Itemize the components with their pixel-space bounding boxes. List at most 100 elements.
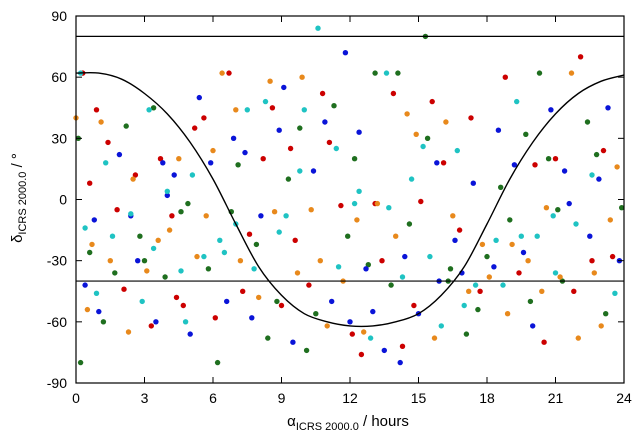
data-point-series-4 — [203, 213, 209, 219]
galactic-plane-curve — [75, 71, 625, 328]
data-point-series-4 — [354, 217, 360, 223]
data-point-series-2 — [536, 70, 543, 76]
data-point-series-5 — [408, 176, 415, 182]
data-point-series-5 — [514, 98, 520, 105]
y-tick-label: -90 — [47, 375, 67, 391]
tick-labels: 0 3 6 9 12 15 18 21 24 -90 -60 -30 0 30 60 90 — [47, 8, 632, 406]
data-point-series-4 — [607, 217, 613, 223]
data-point-series-5 — [612, 290, 618, 296]
data-point-series-1 — [429, 98, 435, 105]
data-point-series-2 — [274, 298, 280, 305]
data-point-series-5 — [301, 107, 307, 113]
data-point-series-3 — [160, 160, 166, 166]
data-point-series-2 — [87, 249, 93, 256]
data-point-series-1 — [516, 270, 522, 276]
data-point-series-4 — [450, 213, 456, 219]
data-point-series-5 — [128, 211, 134, 217]
data-point-series-3 — [230, 135, 237, 141]
data-point-series-4 — [504, 311, 511, 317]
data-point-series-3 — [370, 308, 376, 315]
data-point-series-5 — [103, 160, 109, 166]
y-axis-label: δICRS 2000.0 / ° — [9, 153, 29, 243]
data-point-series-5 — [454, 147, 460, 154]
data-point-series-3 — [587, 233, 593, 239]
reference-lines — [75, 35, 625, 328]
data-point-series-4 — [299, 74, 305, 80]
data-point-series-3 — [116, 151, 123, 158]
data-point-series-5 — [335, 264, 342, 270]
data-point-series-5 — [493, 237, 499, 243]
data-point-series-5 — [276, 229, 282, 235]
data-point-series-1 — [148, 323, 154, 329]
data-point-series-4 — [176, 156, 182, 162]
data-point-series-2 — [235, 162, 241, 168]
data-point-series-5 — [383, 70, 390, 76]
data-point-series-4 — [125, 329, 132, 335]
data-point-series-1 — [589, 258, 595, 264]
data-point-series-1 — [390, 90, 397, 97]
data-point-series-1 — [411, 302, 417, 309]
x-tick-label: 6 — [209, 390, 217, 406]
x-tick-label: 21 — [548, 390, 564, 406]
data-point-series-2 — [388, 282, 394, 288]
data-point-series-5 — [589, 172, 595, 178]
data-point-series-3 — [495, 127, 502, 133]
data-point-series-3 — [596, 176, 602, 182]
data-point-series-4 — [525, 258, 531, 264]
data-point-series-1 — [157, 156, 164, 162]
data-point-series-3 — [452, 237, 458, 243]
data-point-series-4 — [479, 241, 486, 248]
data-point-series-4 — [130, 176, 136, 182]
data-point-series-4 — [374, 200, 381, 207]
data-point-series-1 — [319, 90, 326, 97]
data-points — [73, 25, 625, 366]
data-point-series-2 — [463, 331, 470, 337]
data-point-series-2 — [303, 347, 310, 354]
data-point-series-3 — [397, 359, 403, 366]
data-point-series-5 — [438, 323, 444, 329]
data-point-series-1 — [201, 115, 207, 121]
data-point-series-4 — [237, 258, 244, 264]
data-point-series-4 — [431, 335, 438, 341]
data-point-series-5 — [315, 25, 321, 31]
data-point-series-3 — [548, 107, 554, 113]
data-point-series-1 — [502, 74, 508, 80]
data-point-series-5 — [500, 282, 506, 288]
data-point-series-1 — [114, 207, 120, 213]
data-point-series-2 — [365, 262, 371, 268]
data-point-series-1 — [577, 54, 584, 60]
data-point-series-1 — [121, 286, 127, 292]
data-point-series-5 — [333, 145, 339, 152]
data-point-series-5 — [251, 266, 257, 272]
data-point-series-3 — [208, 160, 214, 166]
data-point-series-3 — [96, 308, 102, 315]
x-tick-label: 0 — [72, 390, 80, 406]
data-point-series-2 — [523, 131, 529, 137]
data-point-series-4 — [443, 119, 449, 125]
data-point-series-3 — [91, 217, 98, 223]
data-point-series-4 — [539, 288, 545, 294]
data-point-series-3 — [402, 253, 408, 260]
data-point-series-5 — [93, 290, 100, 296]
data-point-series-2 — [424, 135, 431, 141]
data-point-series-1 — [379, 258, 385, 264]
data-point-series-3 — [561, 168, 568, 174]
data-point-series-5 — [146, 107, 152, 113]
data-point-series-2 — [331, 103, 337, 109]
data-point-series-1 — [358, 351, 365, 358]
data-point-series-3 — [242, 149, 248, 156]
data-point-series-4 — [543, 205, 550, 211]
data-point-series-4 — [219, 70, 225, 76]
data-point-series-3 — [153, 319, 159, 325]
data-point-series-3 — [566, 200, 572, 207]
data-point-series-2 — [498, 184, 504, 190]
data-point-series-2 — [123, 123, 129, 129]
data-point-series-3 — [322, 119, 328, 125]
data-point-series-2 — [527, 298, 534, 305]
data-point-series-1 — [477, 288, 483, 294]
data-point-series-4 — [575, 335, 581, 341]
data-point-series-1 — [93, 107, 100, 113]
data-point-series-5 — [82, 225, 88, 231]
data-point-series-2 — [603, 311, 609, 317]
data-point-series-5 — [201, 253, 207, 260]
